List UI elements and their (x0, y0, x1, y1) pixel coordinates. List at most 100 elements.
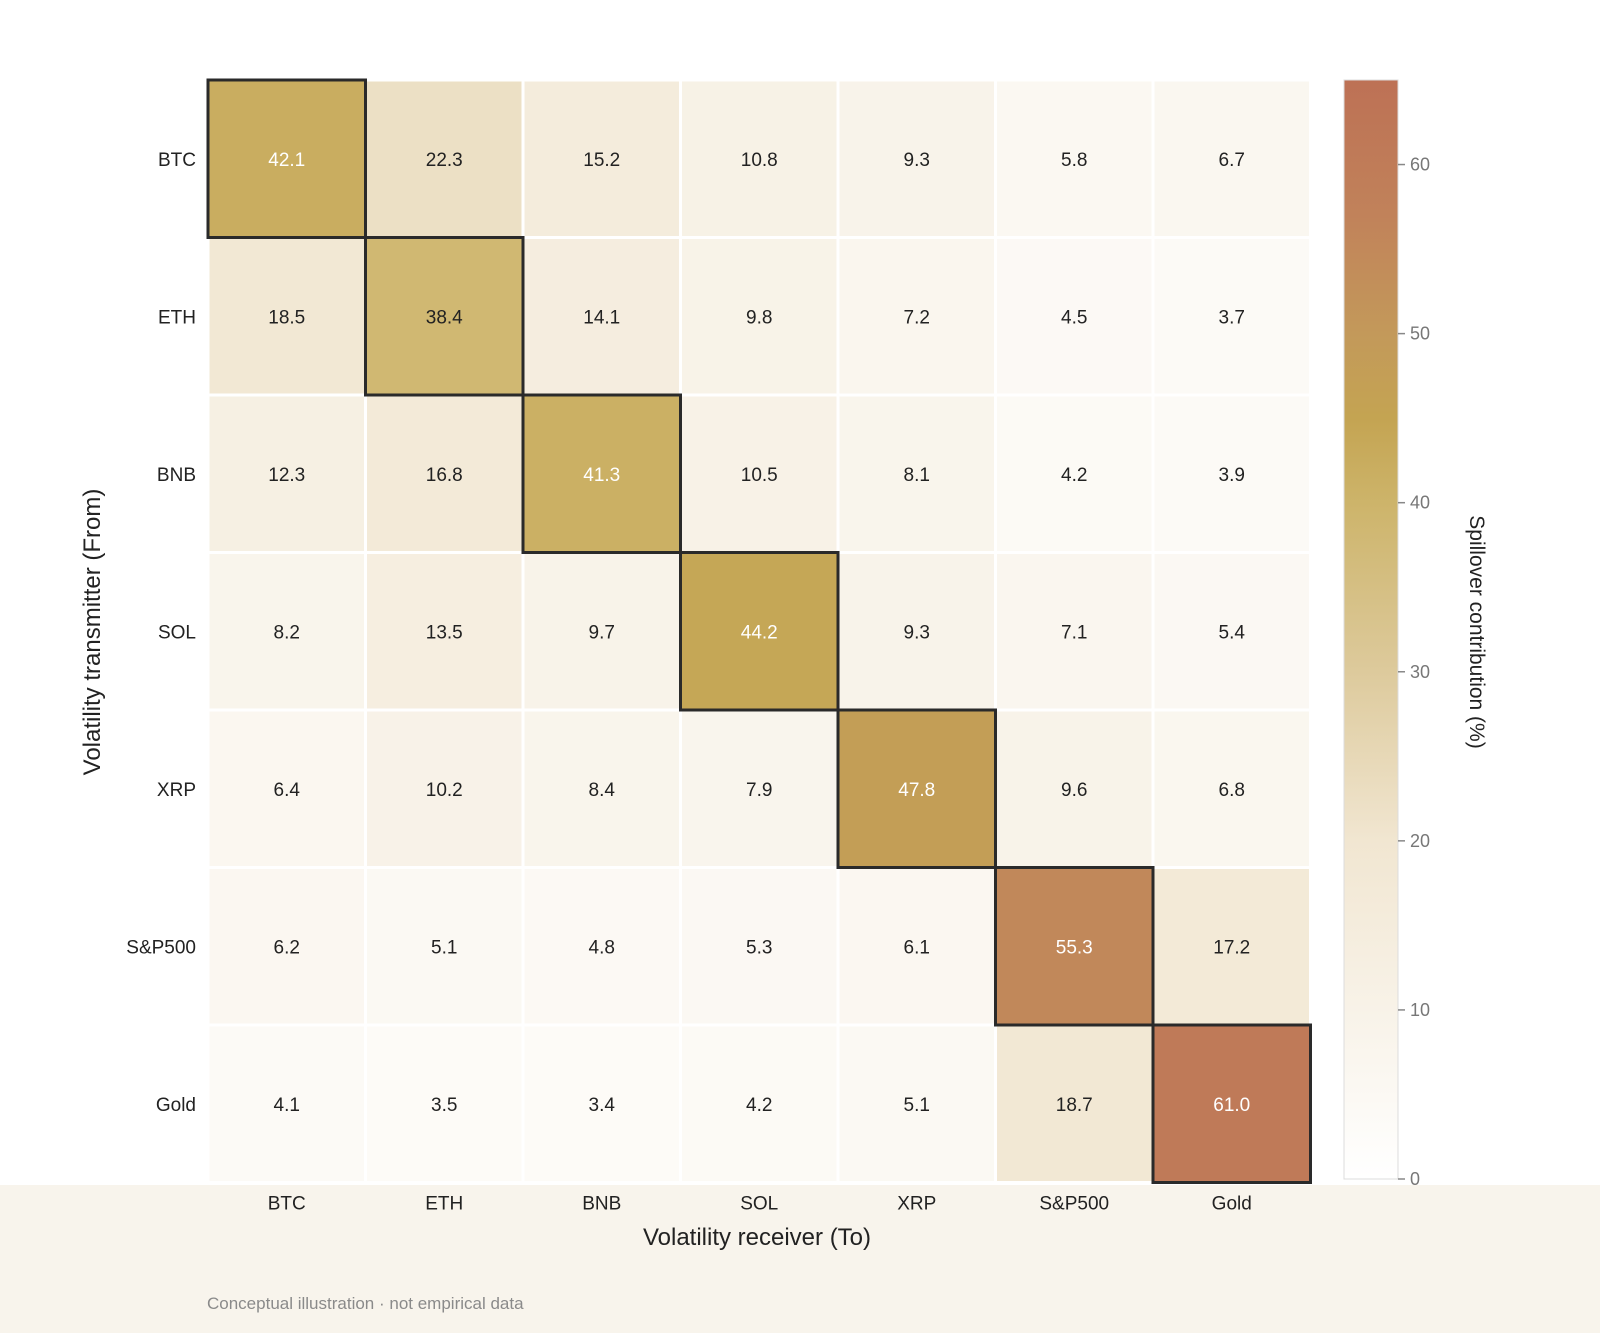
heatmap-cell (521, 551, 682, 712)
heatmap-cell (679, 1023, 840, 1184)
cell-value-label: 5.1 (904, 1095, 930, 1116)
footnote: Conceptual illustration · not empirical … (207, 1294, 524, 1313)
diagonal-highlight-box (364, 236, 525, 397)
heatmap-cell (206, 1023, 367, 1184)
y-tick-label: BNB (157, 465, 196, 486)
cell-value-label: 61.0 (1213, 1095, 1250, 1116)
colorbar-tick-label: 50 (1410, 324, 1430, 344)
heatmap-cell (1151, 866, 1312, 1027)
heatmap-cell (994, 1023, 1155, 1184)
cell-value-label: 3.7 (1219, 307, 1245, 328)
x-tick-label: XRP (897, 1194, 936, 1215)
diagonal-highlight-box (1151, 1023, 1312, 1184)
cell-value-label: 8.1 (904, 465, 930, 486)
cell-value-label: 3.4 (589, 1095, 616, 1116)
cell-value-label: 4.5 (1061, 307, 1087, 328)
cell-value-label: 7.1 (1061, 622, 1087, 643)
cell-value-label: 41.3 (583, 465, 620, 486)
x-tick-label: Gold (1212, 1194, 1252, 1215)
diagonal-highlight-box (836, 708, 997, 869)
cell-value-label: 14.1 (583, 307, 620, 328)
cell-value-label: 13.5 (426, 622, 463, 643)
diagonal-highlight-box (994, 866, 1155, 1027)
cell-value-label: 6.7 (1219, 150, 1245, 171)
cell-value-label: 9.3 (904, 150, 930, 171)
heatmap-cell (206, 708, 367, 869)
diagonal-highlight-box (521, 393, 682, 554)
y-axis-tick-labels: BTC ETH BNB SOL XRP S&P500 Gold (126, 150, 196, 1116)
cell-value-label: 9.6 (1061, 780, 1087, 801)
x-axis-tick-labels: BTC ETH BNB SOL XRP S&P500 Gold (268, 1194, 1252, 1215)
heatmap-cell (836, 393, 997, 554)
cell-value-label: 9.7 (589, 622, 615, 643)
heatmap-cell (679, 393, 840, 554)
heatmap-cell (364, 1023, 525, 1184)
colorbar-tick-label: 40 (1410, 493, 1430, 513)
diagonal-highlight-box (206, 78, 367, 239)
cell-value-label: 8.4 (589, 780, 616, 801)
colorbar-title: Spillover contribution (%) (1465, 515, 1488, 748)
cell-value-label: 10.5 (741, 465, 778, 486)
y-tick-label: ETH (158, 307, 196, 328)
heatmap-cell (836, 551, 997, 712)
colorbar-tick-label: 30 (1410, 662, 1430, 682)
cell-value-label: 4.8 (589, 937, 615, 958)
x-tick-label: BNB (582, 1194, 621, 1215)
y-tick-label: Gold (156, 1095, 196, 1116)
heatmap-cell (206, 393, 367, 554)
heatmap-cell (1151, 708, 1312, 869)
heatmap-cell (364, 78, 525, 239)
heatmap-cell (1151, 236, 1312, 397)
heatmap-cell (364, 551, 525, 712)
heatmap-cell (1151, 78, 1312, 239)
cell-value-label: 38.4 (426, 307, 463, 328)
cell-value-label: 4.2 (1061, 465, 1087, 486)
cell-value-label: 5.3 (746, 937, 772, 958)
cell-value-label: 3.5 (431, 1095, 457, 1116)
x-tick-label: S&P500 (1039, 1194, 1109, 1215)
cell-value-label: 15.2 (583, 150, 620, 171)
cell-value-labels: 42.1 22.3 15.2 10.8 9.3 5.8 6.7 18.5 38.4 14.1 9.8… (268, 150, 1250, 1116)
cell-value-label: 4.1 (274, 1095, 300, 1116)
heatmap-cell (521, 78, 682, 239)
colorbar-tick-label: 60 (1410, 155, 1430, 175)
cell-value-label: 16.8 (426, 465, 463, 486)
cell-value-label: 7.2 (904, 307, 930, 328)
x-tick-label: SOL (740, 1194, 778, 1215)
cell-value-label: 10.2 (426, 780, 463, 801)
heatmap-cell (994, 236, 1155, 397)
heatmap-cell (521, 866, 682, 1027)
diagonal-highlights (206, 78, 1312, 1184)
y-tick-label: S&P500 (126, 937, 196, 958)
bottom-band (0, 1185, 1600, 1333)
heatmap-cell (1151, 551, 1312, 712)
y-tick-label: SOL (158, 622, 196, 643)
heatmap-cell (206, 551, 367, 712)
x-tick-label: BTC (268, 1194, 306, 1215)
x-tick-label: ETH (425, 1194, 463, 1215)
colorbar-tick-label: 0 (1410, 1169, 1420, 1189)
cell-value-label: 10.8 (741, 150, 778, 171)
cell-value-label: 3.9 (1219, 465, 1245, 486)
heatmap-cell (206, 78, 367, 239)
cell-value-label: 5.8 (1061, 150, 1087, 171)
heatmap-cell (364, 708, 525, 869)
cell-value-label: 9.3 (904, 622, 930, 643)
cell-value-label: 18.7 (1056, 1095, 1093, 1116)
cell-value-label: 5.1 (431, 937, 457, 958)
cell-value-label: 47.8 (898, 780, 935, 801)
colorbar: 0 10 20 30 40 50 60 Spillover contribution (%) (1343, 79, 1488, 1189)
cell-value-label: 18.5 (268, 307, 305, 328)
cell-value-label: 9.8 (746, 307, 772, 328)
heatmap-cell (836, 1023, 997, 1184)
heatmap-cell (521, 393, 682, 554)
y-tick-label: XRP (157, 780, 196, 801)
colorbar-bar (1343, 79, 1399, 1180)
cell-value-label: 55.3 (1056, 937, 1093, 958)
heatmap-cell (206, 236, 367, 397)
cell-value-label: 42.1 (268, 150, 305, 171)
cell-value-label: 8.2 (274, 622, 300, 643)
heatmap-cell (679, 866, 840, 1027)
cell-value-label: 44.2 (741, 622, 778, 643)
